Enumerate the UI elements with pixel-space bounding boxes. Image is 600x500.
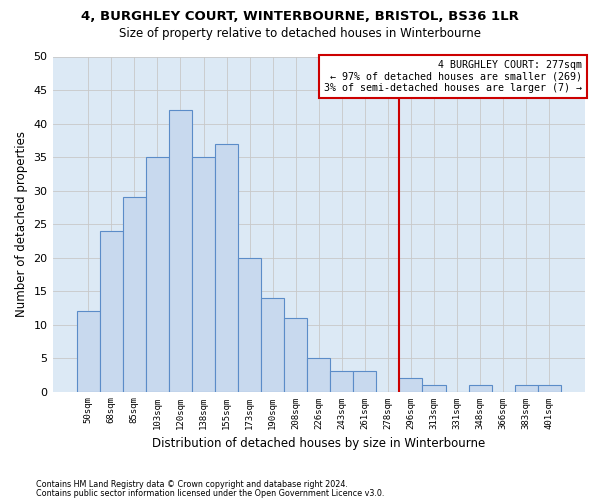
Bar — [238, 258, 261, 392]
Bar — [192, 157, 215, 392]
Bar — [469, 385, 491, 392]
Y-axis label: Number of detached properties: Number of detached properties — [15, 131, 28, 317]
Bar — [123, 197, 146, 392]
Bar — [261, 298, 284, 392]
Bar — [400, 378, 422, 392]
Bar — [146, 157, 169, 392]
Bar — [77, 311, 100, 392]
Text: Contains public sector information licensed under the Open Government Licence v3: Contains public sector information licen… — [36, 488, 385, 498]
Bar — [100, 230, 123, 392]
Bar — [515, 385, 538, 392]
Text: 4, BURGHLEY COURT, WINTERBOURNE, BRISTOL, BS36 1LR: 4, BURGHLEY COURT, WINTERBOURNE, BRISTOL… — [81, 10, 519, 23]
Bar — [307, 358, 330, 392]
Bar — [330, 372, 353, 392]
Text: Contains HM Land Registry data © Crown copyright and database right 2024.: Contains HM Land Registry data © Crown c… — [36, 480, 348, 489]
Bar — [422, 385, 446, 392]
Text: Size of property relative to detached houses in Winterbourne: Size of property relative to detached ho… — [119, 28, 481, 40]
X-axis label: Distribution of detached houses by size in Winterbourne: Distribution of detached houses by size … — [152, 437, 485, 450]
Bar — [284, 318, 307, 392]
Text: 4 BURGHLEY COURT: 277sqm
← 97% of detached houses are smaller (269)
3% of semi-d: 4 BURGHLEY COURT: 277sqm ← 97% of detach… — [325, 60, 583, 93]
Bar — [353, 372, 376, 392]
Bar — [169, 110, 192, 392]
Bar — [538, 385, 561, 392]
Bar — [215, 144, 238, 392]
